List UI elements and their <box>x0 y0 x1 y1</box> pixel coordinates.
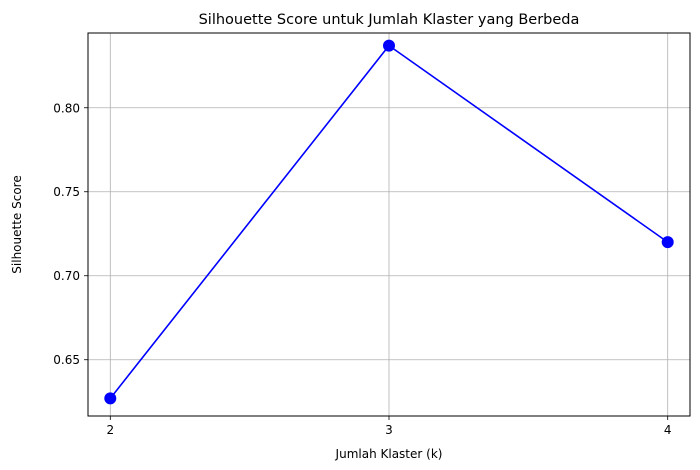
x-tick-label: 3 <box>385 423 393 437</box>
y-tick-label: 0.75 <box>53 185 80 199</box>
ticks: 2 3 4 0.65 0.70 0.75 0.80 <box>53 101 671 437</box>
y-tick-label: 0.80 <box>53 101 80 115</box>
y-tick-label: 0.65 <box>53 353 80 367</box>
y-axis-title: Silhouette Score <box>10 175 24 273</box>
series-layer <box>104 39 674 405</box>
y-tick-label: 0.70 <box>53 269 80 283</box>
x-tick-label: 2 <box>106 423 114 437</box>
data-point <box>661 236 674 249</box>
chart-title: Silhouette Score untuk Jumlah Klaster ya… <box>199 12 580 28</box>
data-point <box>383 39 395 52</box>
data-point <box>104 392 117 405</box>
grid <box>88 33 690 416</box>
x-tick-label: 4 <box>664 423 672 437</box>
x-axis-title: Jumlah Klaster (k) <box>335 447 443 461</box>
